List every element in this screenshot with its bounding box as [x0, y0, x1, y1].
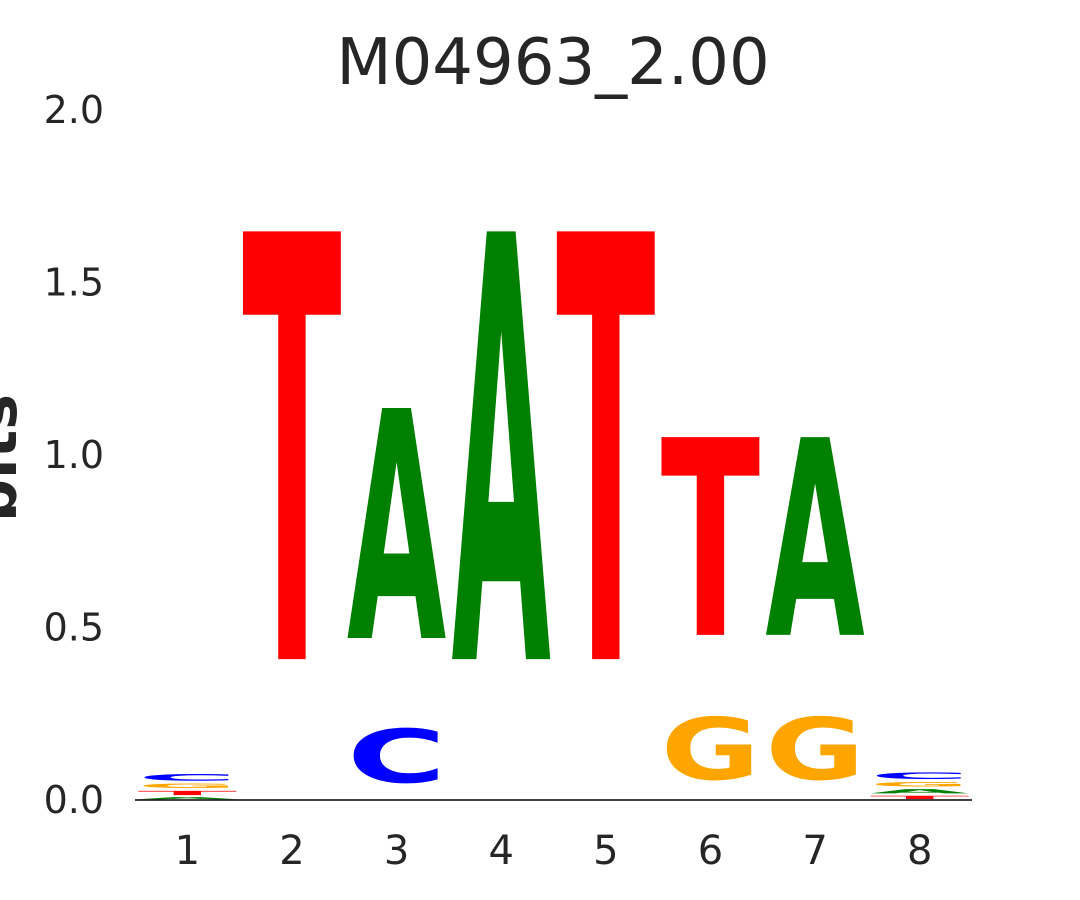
- logo-letter-c: C: [347, 714, 446, 800]
- x-tick-label: 8: [907, 828, 932, 874]
- logo-letter-c: C: [138, 772, 237, 782]
- stack-position-2: T: [242, 114, 342, 798]
- logo-letter-g: G: [870, 781, 969, 788]
- logo-letter-t: T: [138, 790, 237, 797]
- x-axis: 1 2 3 4 5 6 7 8: [175, 828, 933, 874]
- logo-letter-a: A: [451, 116, 551, 798]
- y-tick-label: 0.5: [44, 606, 104, 650]
- stack-position-5: T: [556, 114, 656, 798]
- x-tick-label: 1: [175, 828, 200, 874]
- y-tick-label: 1.0: [44, 433, 104, 477]
- y-tick-label: 1.5: [44, 261, 104, 305]
- y-axis-label: bits: [0, 394, 31, 522]
- logo-letter-g: G: [138, 783, 237, 790]
- y-tick-label: 0.0: [44, 778, 104, 822]
- stack-position-7: GA: [765, 384, 864, 800]
- x-tick-label: 2: [279, 828, 304, 874]
- x-tick-label: 3: [384, 828, 409, 874]
- logo-letter-t: T: [242, 114, 342, 798]
- logo-letter-a: A: [138, 797, 237, 800]
- logo-letter-c: C: [870, 771, 969, 781]
- logo-letter-t: T: [661, 384, 760, 699]
- logo-letter-g: G: [661, 700, 760, 800]
- y-tick-label: 2.0: [44, 88, 104, 132]
- chart-title: M04963_2.00: [336, 26, 769, 100]
- x-tick-label: 4: [488, 828, 513, 874]
- logo-letter-t: T: [870, 795, 969, 800]
- logo-letter-a: A: [870, 788, 969, 795]
- stack-position-3: CA: [347, 345, 446, 800]
- y-axis: 0.0 0.5 1.0 1.5 2.0: [44, 88, 104, 822]
- stack-position-6: GT: [661, 384, 760, 799]
- stack-position-4: A: [451, 116, 551, 798]
- logo-letter-t: T: [556, 114, 656, 798]
- x-tick-label: 7: [802, 828, 827, 874]
- x-tick-label: 5: [593, 828, 618, 874]
- logo-letter-g: G: [765, 700, 864, 800]
- logo-letter-a: A: [347, 345, 446, 713]
- logo-letter-a: A: [765, 384, 864, 700]
- x-tick-label: 6: [698, 828, 723, 874]
